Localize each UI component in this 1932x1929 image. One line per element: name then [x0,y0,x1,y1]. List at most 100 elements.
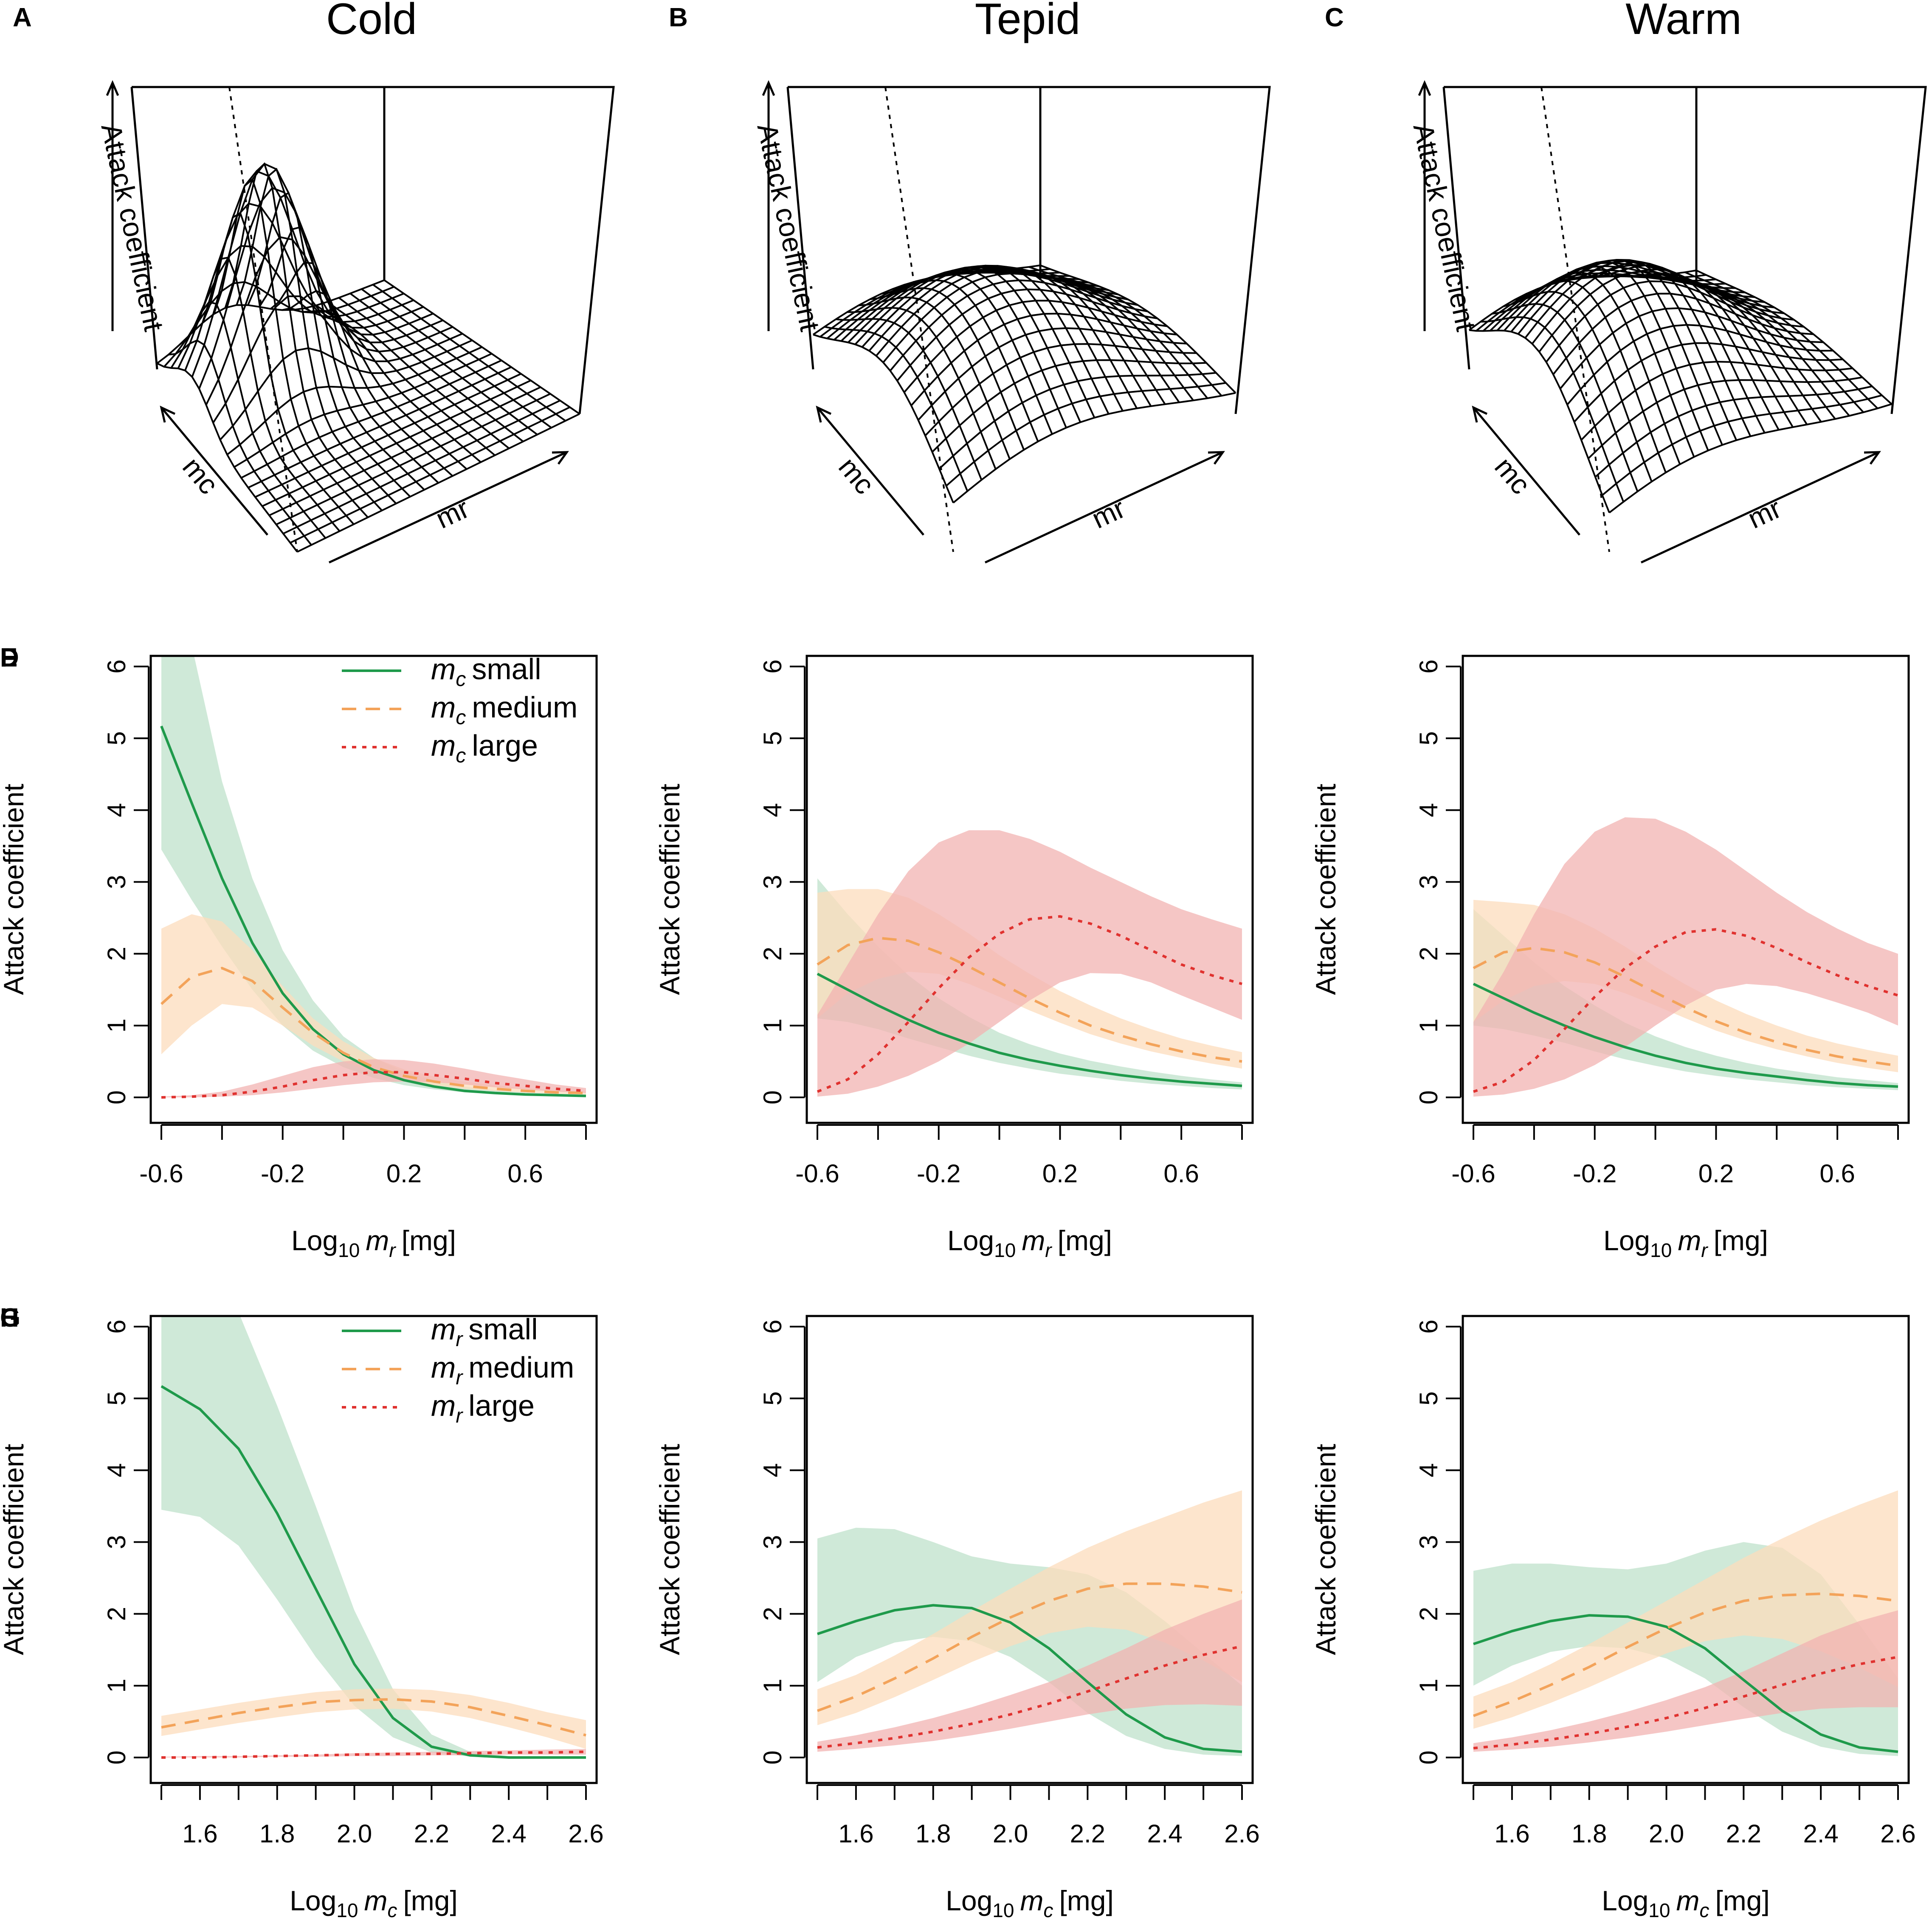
y-axis-label: Attack coefficient [1310,1444,1341,1655]
mr-axis-arrowhead [1864,451,1881,465]
mesh-line [1545,280,1804,363]
x-axis-label-part: Log [1603,1225,1650,1256]
panel-letter: A [13,3,32,32]
z-axis-arrowhead [106,80,119,96]
panel-letter: I [0,1303,7,1333]
y-tick-label: 4 [1414,803,1443,817]
y-tick-label: 3 [758,875,787,889]
mesh-line [1566,324,1833,405]
z-axis-label: Attack coefficient [752,121,826,334]
legend-entry: large [468,1389,535,1422]
x-axis-label-part: Log [1602,1885,1648,1916]
z-axis-arrowhead [762,80,775,96]
legend-label-large: mc large [431,729,538,767]
box-left-edge [130,87,158,370]
mc-axis-arrowhead [160,405,176,423]
legend-var-sub: c [456,745,466,767]
y-tick-label: 2 [758,947,787,961]
y-tick-label: 1 [758,1018,787,1032]
x-axis-label-part: 10 [1648,1899,1670,1921]
plot-frame [149,655,598,1124]
x-tick-label: 2.4 [1803,1819,1838,1848]
mesh-line [1006,268,1194,401]
x-axis-label-part: m [1678,1225,1701,1256]
x-axis-label-part: 10 [336,1899,358,1921]
mesh-line [1594,385,1873,478]
plot-frame [805,655,1254,1124]
panel-title: Warm [1625,0,1741,44]
x-tick-label: 2.6 [1880,1819,1915,1848]
panel-letter: G [0,1303,20,1333]
series-line-large [161,1071,586,1099]
x-tick-label: 2.0 [337,1819,372,1848]
x-axis-label: Log10 mc [mg] [946,1885,1114,1921]
y-axis-label: Attack coefficient [654,1444,685,1655]
x-axis-label-part: Log [947,1225,994,1256]
surface-mesh [812,264,1236,503]
y-tick-label: 5 [758,731,787,745]
y-tick-label: 6 [1414,659,1443,673]
y-tick-label: 0 [1414,1090,1443,1104]
series-line-medium [817,936,1242,1063]
x-axis-label-part: c [1043,1899,1053,1921]
y-tick-label: 0 [102,1750,131,1764]
mesh-line [1588,376,1863,459]
series-line-medium [161,1698,586,1737]
mesh-line [1017,267,1208,399]
panel-letter: F [0,643,16,672]
x-tick-label: 2.2 [1726,1819,1761,1848]
series-line-small [1473,1614,1898,1753]
mesh-line [241,360,502,479]
box-left-edge [786,87,814,370]
mesh-line [349,292,538,436]
mesh-line [383,279,580,415]
x-tick-label: 0.6 [1163,1159,1199,1188]
z-axis-arrowhead [1418,80,1431,96]
chart-panel-h: 0 1 2 3 4 5 6 1.6 1.8 2.0 2.2 2.4 2.6 Attack coeffici… [0,1303,1260,1921]
legend-label-small: mr small [431,1313,538,1351]
series-line-small [1473,982,1898,1088]
mr-axis-arrow [984,451,1224,564]
box-front-dotted-edge [1541,87,1610,552]
series-line-large [1473,1656,1898,1749]
x-axis-label-part: c [1699,1899,1709,1921]
series-line-large [817,1645,1242,1749]
series-line-medium [160,967,586,1094]
x-axis-label: Log10 mc [mg] [1602,1885,1770,1921]
y-axis-label: Attack coefficient [654,784,685,995]
mesh-line [1650,274,1836,420]
plot-frame [1462,655,1910,1124]
mesh-line [372,284,566,422]
y-tick-label: 4 [102,1463,131,1477]
mesh-line [338,297,524,442]
y-tick-label: 3 [102,875,131,889]
series-line-medium [1473,1592,1898,1717]
ci-band-large [1473,1610,1898,1752]
x-tick-label: 1.6 [182,1819,217,1848]
mesh-line [276,393,551,526]
mesh-line [1608,403,1892,514]
mesh-line [297,413,580,553]
legend-entry: large [472,729,538,762]
mesh-line [304,307,482,463]
mesh-line [938,372,1217,470]
legend-var-sub: c [456,706,466,729]
x-tick-label: 2.4 [1147,1819,1182,1848]
series-line-large [817,915,1242,1093]
x-axis-label-part: 10 [338,1239,360,1261]
mesh-line [1559,307,1824,389]
y-tick-label: 1 [102,1018,131,1032]
legend-var: m [431,1389,456,1422]
mesh-line [1684,271,1878,409]
series-line-small [161,1385,586,1759]
x-axis-label: Log10 mr [mg] [1603,1225,1768,1261]
x-axis-label-part: [mg] [1714,1225,1768,1256]
mc-axis-label: mc [177,451,225,500]
x-axis-label: Log10 mr [mg] [947,1225,1112,1261]
mesh-line [1503,291,1653,482]
y-tick-label: 0 [1414,1750,1443,1764]
x-axis-label-part: r [1045,1239,1052,1261]
